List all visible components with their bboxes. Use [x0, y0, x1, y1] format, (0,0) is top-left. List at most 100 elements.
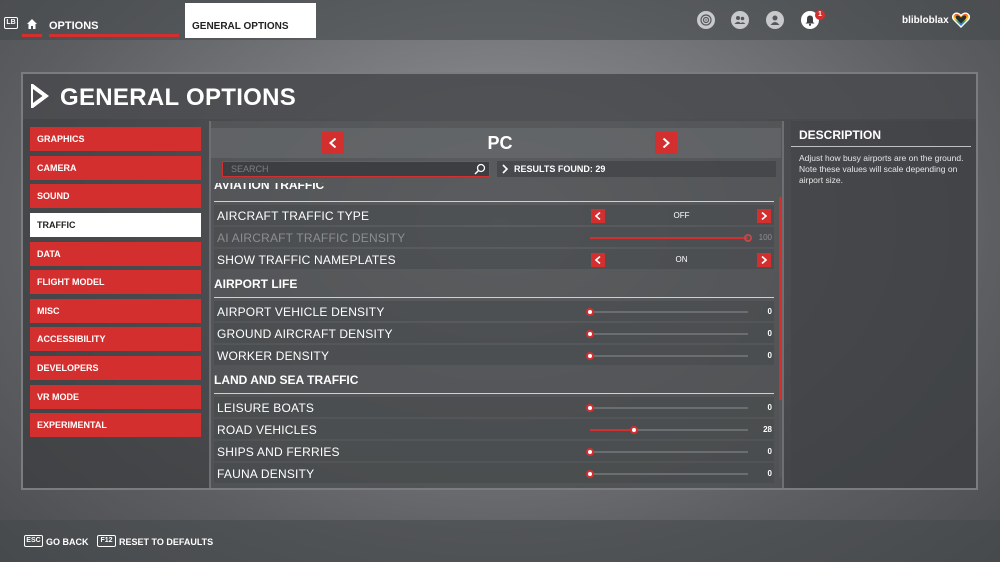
chevron-right-icon: [761, 256, 767, 264]
chevron-left-icon: [595, 212, 601, 220]
title-row: [23, 74, 976, 119]
home-icon: [27, 19, 37, 29]
section-header-land-sea-traffic: LAND AND SEA TRAFFIC: [214, 373, 359, 387]
slider-value: 100: [758, 233, 772, 242]
slider-track[interactable]: [590, 426, 748, 434]
notifications-button[interactable]: [801, 11, 819, 29]
option-airport-vehicle-density[interactable]: AIRPORT VEHICLE DENSITY 0: [214, 301, 774, 321]
home-underline: [22, 34, 42, 37]
selector-next-button[interactable]: [757, 253, 771, 267]
option-worker-density[interactable]: WORKER DENSITY 0: [214, 345, 774, 365]
top-bar: [0, 0, 1000, 40]
selector-prev-button[interactable]: [591, 253, 605, 267]
profile-button[interactable]: [766, 11, 784, 29]
lb-key-hint: LB: [4, 17, 18, 29]
slider-thumb[interactable]: [586, 470, 594, 478]
go-back-button[interactable]: GO BACK: [46, 537, 89, 547]
sidebar-item-sound[interactable]: SOUND: [30, 184, 201, 208]
sidebar-item-graphics[interactable]: GRAPHICS: [30, 127, 201, 151]
friends-button[interactable]: [731, 11, 749, 29]
chevron-right-icon: [31, 84, 49, 108]
scrollbar-thumb[interactable]: [779, 197, 782, 400]
option-label: WORKER DENSITY: [217, 349, 330, 363]
chevron-left-icon: [595, 256, 601, 264]
sidebar-item-accessibility[interactable]: ACCESSIBILITY: [30, 327, 201, 351]
friends-icon: [734, 16, 746, 24]
section-divider: [214, 201, 774, 202]
slider-fill: [590, 429, 635, 431]
slider-track: [590, 234, 752, 242]
reset-to-defaults-button[interactable]: RESET TO DEFAULTS: [119, 537, 214, 547]
section-header-aviation: AVIATION TRAFFIC: [214, 183, 325, 192]
sidebar-item-traffic[interactable]: TRAFFIC: [30, 213, 201, 237]
option-label: SHIPS AND FERRIES: [217, 445, 340, 459]
chevron-right-icon: [761, 212, 767, 220]
option-label: LEISURE BOATS: [217, 401, 315, 415]
sidebar-item-misc[interactable]: MISC: [30, 299, 201, 323]
results-count: RESULTS FOUND: 29: [497, 161, 776, 177]
slider-track[interactable]: [586, 404, 748, 412]
slider-value: 0: [767, 403, 772, 412]
chevron-right-icon: [502, 164, 508, 174]
slider-thumb[interactable]: [586, 404, 594, 412]
notification-badge: 1: [815, 10, 825, 20]
radar-icon: [700, 14, 712, 26]
slider-track[interactable]: [586, 330, 748, 338]
slider-thumb[interactable]: [630, 426, 639, 434]
home-button[interactable]: [22, 14, 42, 34]
tab-options[interactable]: OPTIONS: [49, 20, 99, 32]
section-header-airport-life: AIRPORT LIFE: [214, 277, 298, 291]
option-ground-aircraft-density[interactable]: GROUND AIRCRAFT DENSITY 0: [214, 323, 774, 343]
sidebar-item-flight-model[interactable]: FLIGHT MODEL: [30, 270, 201, 294]
selector-prev-button[interactable]: [591, 209, 605, 223]
slider-track[interactable]: [586, 470, 748, 478]
option-label: SHOW TRAFFIC NAMEPLATES: [217, 253, 396, 267]
selector-value: ON: [675, 255, 688, 264]
option-leisure-boats[interactable]: LEISURE BOATS 0: [214, 397, 774, 417]
option-road-vehicles[interactable]: ROAD VEHICLES 28: [214, 419, 774, 439]
search-input[interactable]: [222, 161, 490, 177]
option-label: FAUNA DENSITY: [217, 467, 315, 481]
sidebar-item-camera[interactable]: CAMERA: [30, 156, 201, 180]
sidebar-item-data[interactable]: DATA: [30, 242, 201, 266]
option-ai-aircraft-traffic-density: AI AIRCRAFT TRAFFIC DENSITY 100: [214, 227, 774, 247]
option-label: ROAD VEHICLES: [217, 423, 317, 437]
option-aircraft-traffic-type[interactable]: AIRCRAFT TRAFFIC TYPE OFF: [214, 205, 774, 225]
slider-track[interactable]: [586, 352, 748, 360]
sidebar-item-vr-mode[interactable]: VR MODE: [30, 385, 201, 409]
platform-label: PC: [487, 133, 513, 153]
description-divider: [791, 146, 971, 147]
options-underline: [49, 34, 179, 37]
sidebar-item-experimental[interactable]: EXPERIMENTAL: [30, 413, 201, 437]
option-fauna-density[interactable]: FAUNA DENSITY 0: [214, 463, 774, 483]
platform-prev-button[interactable]: [322, 132, 344, 154]
selector-next-button[interactable]: [757, 209, 771, 223]
page-title: GENERAL OPTIONS: [60, 84, 297, 111]
pride-heart-icon: [952, 12, 970, 28]
chevron-right-icon: [662, 138, 670, 148]
slider-thumb[interactable]: [586, 352, 594, 360]
esc-key-hint: ESC: [24, 535, 43, 547]
slider-track[interactable]: [586, 308, 748, 316]
chevron-left-icon: [329, 138, 337, 148]
f12-key-hint: F12: [97, 535, 116, 547]
platform-selector: [211, 128, 781, 158]
slider-thumb[interactable]: [586, 330, 594, 338]
option-ships-and-ferries[interactable]: SHIPS AND FERRIES 0: [214, 441, 774, 461]
description-title: DESCRIPTION: [799, 128, 882, 142]
tab-general-options[interactable]: GENERAL OPTIONS: [185, 3, 316, 38]
slider-thumb[interactable]: [586, 308, 594, 316]
slider-value: 0: [767, 329, 772, 338]
search-icon[interactable]: [474, 163, 486, 175]
option-label: AIRCRAFT TRAFFIC TYPE: [217, 209, 370, 223]
option-label: AIRPORT VEHICLE DENSITY: [217, 305, 385, 319]
platform-next-button[interactable]: [655, 132, 677, 154]
username[interactable]: blibloblax: [902, 15, 949, 26]
option-show-traffic-nameplates[interactable]: SHOW TRAFFIC NAMEPLATES ON: [214, 249, 774, 269]
description-text: Adjust how busy airports are on the grou…: [799, 153, 964, 185]
sidebar-item-developers[interactable]: DEVELOPERS: [30, 356, 201, 380]
slider-track[interactable]: [586, 448, 748, 456]
slider-thumb[interactable]: [586, 448, 594, 456]
activity-button[interactable]: [697, 11, 715, 29]
bell-icon: [805, 15, 815, 26]
